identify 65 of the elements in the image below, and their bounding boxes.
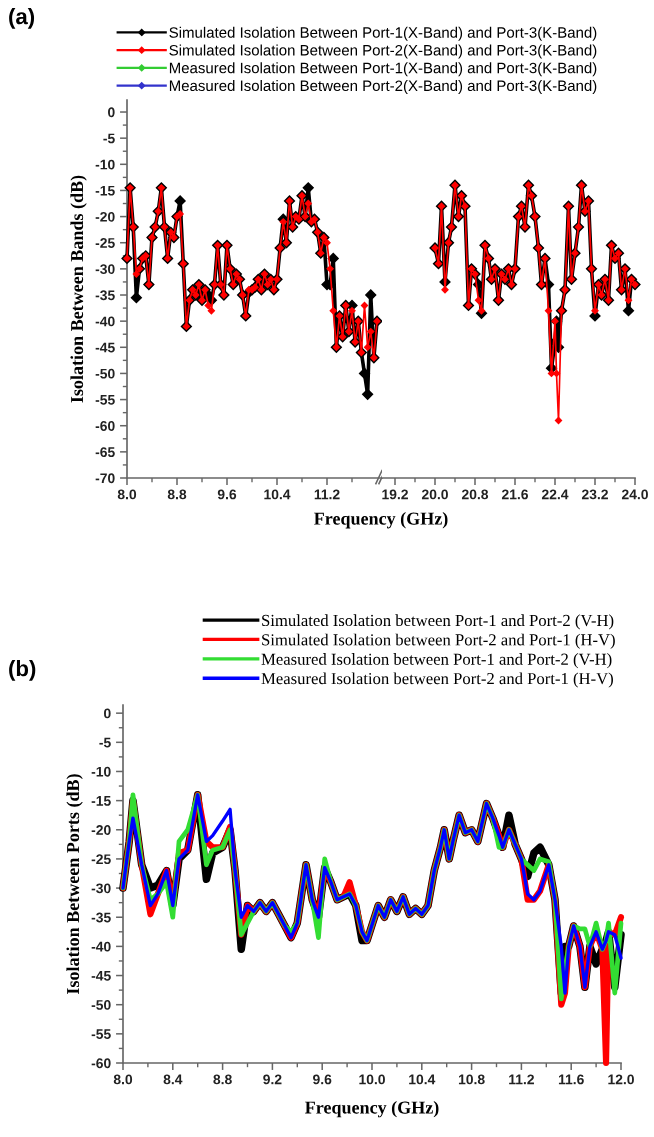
x-tick-label: 11.2: [509, 1074, 534, 1085]
legend-label: Simulated Isolation Between Port-2(X-Band) and Port-3(K-Band): [169, 44, 597, 59]
legend-label: Measured Isolation Between Port-1(X-Band) and Port-3(K-Band): [169, 62, 597, 77]
x-tick-label: 22.4: [541, 489, 569, 500]
x-tick-label: 9.6: [313, 1074, 332, 1085]
y-tick-label: -65: [95, 447, 115, 458]
y-tick-label: -30: [91, 883, 111, 894]
y-tick-label: -5: [103, 133, 115, 144]
x-tick-label: 21.6: [501, 489, 529, 500]
y-tick-label: -35: [91, 912, 111, 923]
y-tick-label: -15: [91, 796, 111, 806]
y-tick-label: -25: [91, 854, 111, 865]
x-tick-label: 8.8: [167, 489, 187, 500]
y-tick-label: -45: [95, 342, 115, 353]
y-tick-label: -30: [95, 264, 115, 275]
x-tick-label: 9.2: [263, 1074, 282, 1085]
x-tick-label: 10.4: [409, 1074, 436, 1085]
x-axis-title: Frequency (GHz): [305, 1100, 439, 1118]
y-tick-label: -40: [91, 941, 111, 952]
y-axis-title: Isolation Between Bands (dB): [70, 175, 87, 403]
y-tick-label: -35: [95, 290, 115, 301]
x-tick-label: 11.2: [314, 489, 340, 500]
y-tick-label: -25: [95, 238, 115, 248]
y-tick-label: -55: [95, 395, 115, 405]
y-tick-label: 0: [104, 708, 111, 719]
legend-label: Measured Isolation between Port-2 and Port-1 (H-V): [261, 672, 613, 688]
y-tick-label: -60: [95, 421, 115, 431]
x-tick-label: 10.4: [264, 489, 291, 500]
y-tick-label: -50: [91, 1000, 111, 1010]
y-tick-label: -20: [95, 211, 115, 222]
y-tick-label: -20: [91, 825, 111, 835]
legend-label: Simulated Isolation between Port-1 and Port-2 (V-H): [262, 614, 614, 630]
y-tick-label: -10: [91, 766, 111, 777]
x-tick-label: 10.8: [458, 1074, 485, 1085]
x-tick-label: 9.6: [217, 489, 237, 500]
x-tick-label: 24.0: [621, 489, 648, 500]
y-tick-label: -50: [95, 368, 115, 379]
chart-title: (b): [9, 660, 36, 681]
x-tick-label: 10.0: [359, 1074, 385, 1085]
legend-label: Measured Isolation between Port-1 and Port-2 (V-H): [261, 653, 612, 669]
x-tick-label: 23.2: [581, 489, 608, 500]
y-tick-label: -40: [95, 316, 115, 327]
y-tick-label: -45: [91, 971, 111, 981]
legend-label: Simulated Isolation Between Port-1(X-Band) and Port-3(K-Band): [169, 26, 597, 41]
y-tick-label: 0: [108, 107, 115, 118]
x-tick-label: 12.0: [608, 1074, 634, 1085]
x-tick-label: 11.6: [558, 1074, 584, 1085]
y-tick-label: -55: [91, 1029, 111, 1040]
x-axis-title: Frequency (GHz): [314, 512, 448, 529]
y-tick-label: -10: [95, 159, 115, 170]
y-tick-label: -5: [99, 737, 111, 748]
x-tick-label: 19.2: [382, 489, 408, 500]
y-tick-label: -60: [91, 1058, 111, 1069]
chart-title: (a): [9, 8, 35, 29]
y-axis-title: Isolation Between Ports (dB): [66, 774, 83, 994]
y-tick-label: -70: [95, 473, 115, 484]
x-tick-label: 8.4: [163, 1074, 183, 1085]
legend-label: Simulated Isolation between Port-2 and Port-1 (H-V): [262, 633, 615, 649]
y-tick-label: -15: [95, 185, 115, 196]
x-tick-label: 20.0: [421, 489, 448, 500]
x-tick-label: 8.0: [117, 489, 137, 500]
x-tick-label: 8.0: [113, 1074, 133, 1085]
legend-label: Measured Isolation Between Port-2(X-Band) and Port-3(K-Band): [169, 80, 597, 94]
x-tick-label: 8.8: [213, 1074, 232, 1085]
x-tick-label: 20.8: [461, 489, 489, 500]
